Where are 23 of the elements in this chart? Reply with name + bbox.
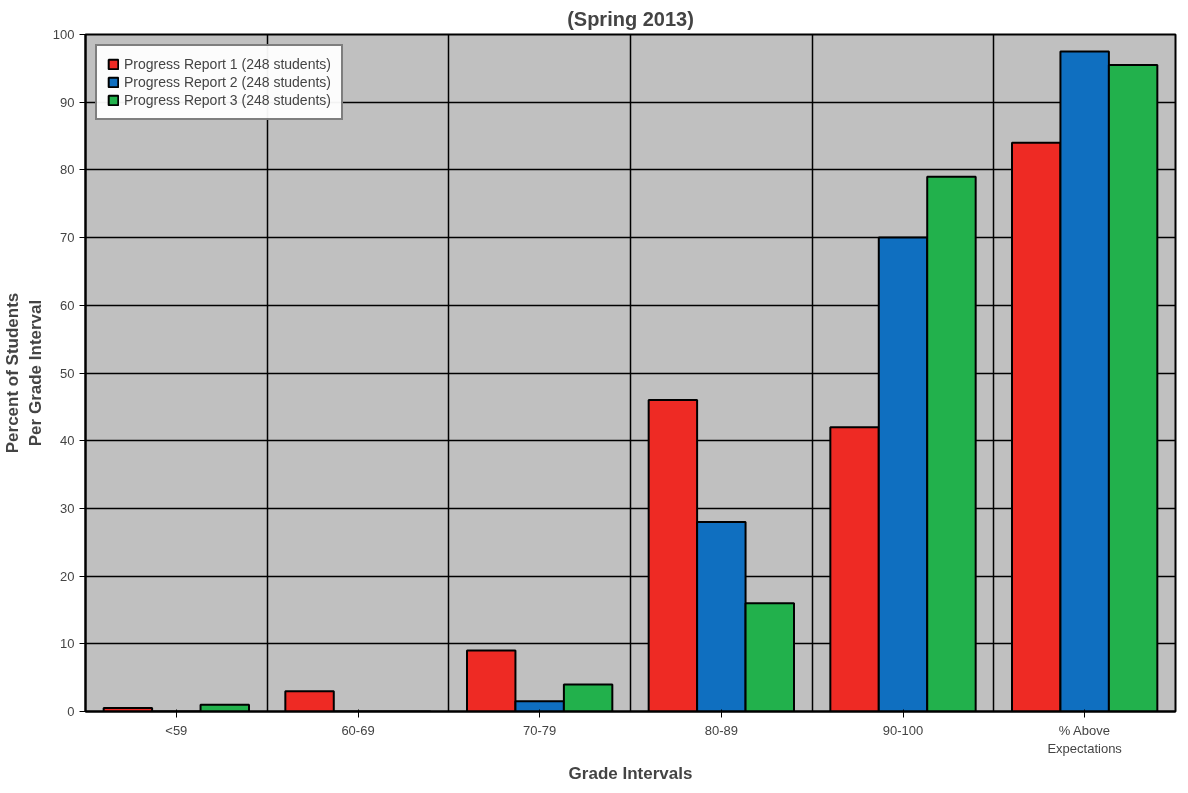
y-tick-label: 40 [60,433,75,449]
legend-label: Progress Report 2 (248 students) [124,74,331,90]
x-tick-label: <59 [165,722,188,738]
y-tick-label: 100 [52,27,75,42]
y-tick-label: 0 [67,704,75,719]
y-tick-label: 60 [60,297,75,313]
y-tick-label: 20 [60,568,75,584]
x-tick-label: 60-69 [341,722,375,738]
legend-label: Progress Report 3 (248 students) [124,92,331,108]
y-tick-label: 80 [60,162,75,178]
chart-title: (Spring 2013) [567,7,694,30]
y-axis-title: Percent of Students Per Grade Interval [3,292,45,454]
x-axis-title: Grade Intervals [568,763,693,783]
x-tick-label: 80-89 [704,722,738,738]
y-tick-label: 30 [60,500,75,516]
x-tick-label: % Above Expectations [1047,722,1123,756]
y-tick-label: 70 [60,230,75,246]
legend-label: Progress Report 1 (248 students) [124,56,331,72]
y-tick-label: 50 [60,365,75,381]
y-tick-label: 10 [60,636,75,652]
x-tick-label: 90-100 [882,722,924,738]
y-tick-label: 90 [60,94,75,110]
x-tick-label: 70-79 [523,722,557,738]
